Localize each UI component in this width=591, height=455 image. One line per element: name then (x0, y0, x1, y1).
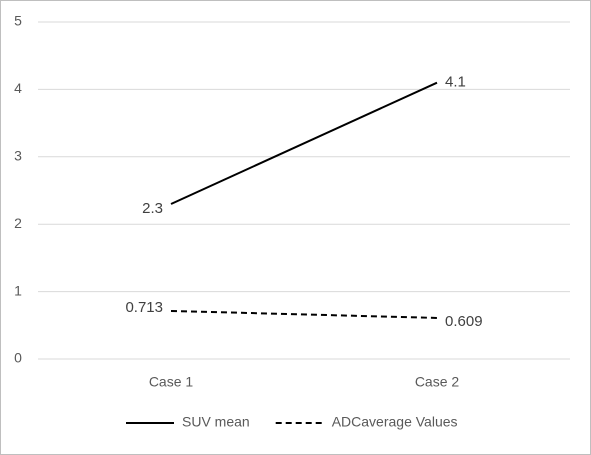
data-label: 2.3 (142, 200, 163, 217)
data-label: 0.609 (445, 313, 483, 330)
series-line (170, 309, 438, 319)
legend-label: SUV mean (182, 414, 250, 430)
y-tick-label: 2 (14, 215, 22, 231)
x-tick-label: Case 2 (415, 374, 460, 390)
y-tick-label: 5 (14, 13, 22, 29)
series-line (170, 81, 438, 205)
data-label: 4.1 (445, 74, 466, 91)
legend-label: ADCaverage Values (332, 414, 458, 430)
y-tick-label: 1 (14, 282, 22, 298)
y-tick-label: 3 (14, 148, 22, 164)
data-label: 0.713 (125, 299, 163, 316)
y-tick-label: 0 (14, 350, 22, 366)
y-tick-label: 4 (14, 80, 22, 96)
x-tick-label: Case 1 (149, 374, 194, 390)
